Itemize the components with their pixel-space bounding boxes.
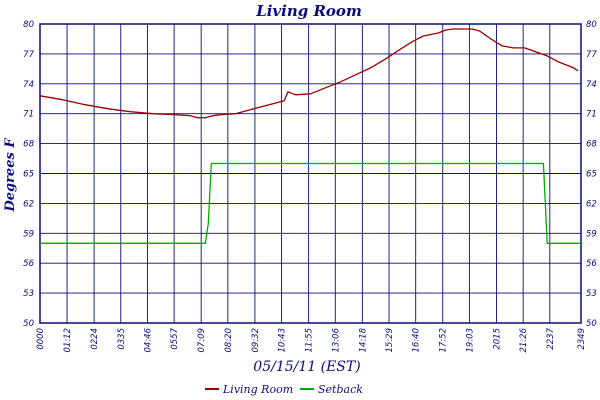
- x-tick-label: 0335: [117, 328, 127, 350]
- x-tick-label: 08:20: [224, 328, 234, 353]
- legend-label: Living Room: [222, 383, 293, 396]
- y-tick-label-left: 80: [23, 20, 34, 30]
- y-axis-label: Degrees F: [3, 138, 18, 213]
- y-ticks-right: 50 53 56 59 62 65 68 71 74 77 80: [586, 20, 597, 329]
- chart-title: Living Room: [255, 2, 362, 20]
- y-tick-label-right: 53: [586, 289, 597, 299]
- y-tick-label-left: 50: [23, 319, 34, 329]
- x-tick-label: 0000: [36, 328, 46, 350]
- y-tick-label-left: 71: [23, 110, 34, 120]
- grid: [39, 23, 582, 324]
- y-tick-label-right: 50: [586, 319, 597, 329]
- y-tick-label-left: 59: [23, 229, 34, 239]
- x-tick-label: 10:43: [278, 328, 288, 353]
- x-tick-label: 01:12: [63, 328, 73, 353]
- x-tick-label: 0224: [90, 328, 100, 350]
- y-tick-label-left: 56: [23, 259, 34, 269]
- y-tick-label-right: 56: [586, 259, 597, 269]
- x-ticks: 0000 01:12 0224 0335 04:46 0557 07:09 08:20 09:3…: [36, 327, 587, 352]
- series-line-living-room: [39, 28, 579, 119]
- x-tick-label: 16:40: [412, 328, 422, 353]
- y-tick-label-left: 68: [23, 140, 34, 150]
- x-tick-label: 14:18: [358, 327, 368, 352]
- plot-frame: [39, 23, 582, 324]
- x-axis-label: 05/15/11 (EST): [253, 359, 360, 375]
- y-tick-label-right: 80: [586, 20, 597, 30]
- legend-label: Setback: [318, 383, 363, 396]
- legend: Living Room Setback: [205, 383, 363, 396]
- y-tick-label-right: 65: [586, 170, 597, 180]
- y-tick-label-right: 59: [586, 229, 597, 239]
- x-tick-label: 09:32: [251, 328, 261, 353]
- series-line-setback: [40, 162, 581, 244]
- x-tick-label: 17:52: [439, 328, 449, 353]
- y-tick-label-right: 74: [586, 80, 597, 90]
- y-tick-label-left: 74: [23, 80, 34, 90]
- x-tick-label: 2349: [577, 328, 587, 350]
- y-tick-label-right: 71: [586, 110, 597, 120]
- x-tick-label: 0557: [170, 327, 180, 349]
- y-tick-label-left: 77: [23, 50, 34, 60]
- y-tick-label-left: 53: [23, 289, 34, 299]
- y-tick-label-right: 68: [586, 140, 597, 150]
- y-tick-label-right: 77: [586, 50, 597, 60]
- x-tick-label: 21:26: [519, 327, 529, 352]
- y-tick-label-right: 62: [586, 199, 597, 209]
- x-tick-label: 07:09: [197, 328, 207, 353]
- series-lines: [39, 28, 581, 244]
- x-tick-label: 04:46: [143, 327, 153, 352]
- x-tick-label: 15:29: [385, 328, 395, 353]
- x-tick-label: 2015: [492, 328, 502, 350]
- x-tick-label: 13:06: [331, 327, 341, 352]
- y-ticks-left: 50 53 56 59 62 65 68 71 74 77 80: [23, 20, 34, 329]
- y-tick-label-left: 62: [23, 199, 34, 209]
- x-tick-label: 2237: [546, 327, 556, 349]
- x-tick-label: 19:03: [465, 328, 475, 353]
- x-tick-label: 11:55: [305, 328, 315, 353]
- y-tick-label-left: 65: [23, 170, 34, 180]
